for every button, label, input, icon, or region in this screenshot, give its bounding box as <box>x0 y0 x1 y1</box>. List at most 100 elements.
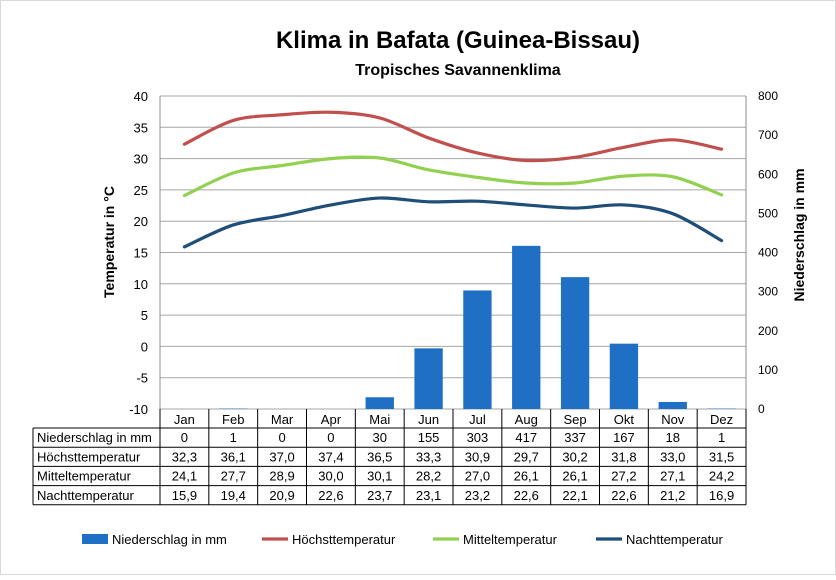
bar-mai <box>366 397 394 409</box>
y-left-tick-label: 5 <box>141 308 148 323</box>
table-cell: 31,5 <box>709 449 734 464</box>
table-cell: 30,2 <box>562 449 587 464</box>
y-left-tick-label: 35 <box>134 120 148 135</box>
x-category-label: Mar <box>271 412 294 427</box>
legend-label: Mitteltemperatur <box>463 532 558 547</box>
table-cell: 417 <box>515 430 537 445</box>
table-cell: 337 <box>564 430 586 445</box>
y-right-tick-label: 400 <box>758 246 778 260</box>
table-series-name: Höchsttemperatur <box>37 449 141 464</box>
legend-label: Niederschlag in mm <box>112 532 227 547</box>
table-cell: 30 <box>373 430 387 445</box>
table-cell: 167 <box>613 430 635 445</box>
y-axis-left-title: Temperatur in °C <box>101 186 117 298</box>
y-right-tick-label: 300 <box>758 285 778 299</box>
table-cell: 19,4 <box>221 488 246 503</box>
bar-jun <box>414 348 442 409</box>
y-left-tick-label: 20 <box>134 214 148 229</box>
y-right-tick-label: 500 <box>758 206 778 220</box>
table-cell: 0 <box>327 430 334 445</box>
table-cell: 18 <box>666 430 680 445</box>
table-cell: 37,4 <box>318 449 343 464</box>
table-cell: 0 <box>278 430 285 445</box>
table-cell: 21,2 <box>660 488 685 503</box>
x-category-label: Feb <box>222 412 244 427</box>
y-right-tick-label: 0 <box>758 402 765 416</box>
x-category-label: Aug <box>515 412 538 427</box>
table-series-name: Nachttemperatur <box>37 488 134 503</box>
table-cell: 36,1 <box>221 449 246 464</box>
table-cell: 27,0 <box>465 469 490 484</box>
table-cell: 22,1 <box>562 488 587 503</box>
x-category-label: Jan <box>174 412 195 427</box>
y-left-tick-label: -10 <box>129 402 148 417</box>
bar-sep <box>561 277 589 409</box>
table-cell: 24,2 <box>709 469 734 484</box>
table-cell: 31,8 <box>611 449 636 464</box>
bar-nov <box>659 402 687 409</box>
table-series-name: Niederschlag in mm <box>37 430 152 445</box>
x-category-label: Apr <box>321 412 342 427</box>
y-right-tick-label: 700 <box>758 128 778 142</box>
y-left-tick-label: 0 <box>141 339 148 354</box>
table-cell: 30,9 <box>465 449 490 464</box>
table-cell: 29,7 <box>514 449 539 464</box>
table-cell: 30,0 <box>318 469 343 484</box>
table-cell: 23,7 <box>367 488 392 503</box>
table-cell: 1 <box>230 430 237 445</box>
table-cell: 23,2 <box>465 488 490 503</box>
y-left-tick-label: 10 <box>134 277 148 292</box>
y-right-tick-label: 100 <box>758 363 778 377</box>
table-cell: 22,6 <box>318 488 343 503</box>
table-cell: 26,1 <box>514 469 539 484</box>
table-series-name: Mitteltemperatur <box>37 469 132 484</box>
table-cell: 16,9 <box>709 488 734 503</box>
table-cell: 27,7 <box>221 469 246 484</box>
table-cell: 27,2 <box>611 469 636 484</box>
y-left-tick-label: 25 <box>134 183 148 198</box>
chart-subtitle: Tropisches Savannenklima <box>355 62 561 79</box>
table-cell: 33,0 <box>660 449 685 464</box>
x-category-label: Mai <box>369 412 390 427</box>
x-category-label: Jul <box>469 412 486 427</box>
table-cell: 155 <box>418 430 440 445</box>
table-cell: 303 <box>467 430 489 445</box>
y-left-tick-label: 40 <box>134 89 148 104</box>
table-cell: 36,5 <box>367 449 392 464</box>
table-cell: 23,1 <box>416 488 441 503</box>
bar-okt <box>610 344 638 409</box>
y-right-tick-label: 600 <box>758 167 778 181</box>
table-cell: 27,1 <box>660 469 685 484</box>
table-cell: 22,6 <box>514 488 539 503</box>
table-cell: 15,9 <box>172 488 197 503</box>
table-cell: 1 <box>718 430 725 445</box>
y-left-tick-label: 15 <box>134 246 148 261</box>
x-category-label: Nov <box>661 412 685 427</box>
table-cell: 26,1 <box>562 469 587 484</box>
legend-swatch <box>82 534 108 544</box>
table-cell: 33,3 <box>416 449 441 464</box>
table-cell: 20,9 <box>269 488 294 503</box>
legend-label: Nachttemperatur <box>626 532 723 547</box>
x-category-label: Sep <box>564 412 587 427</box>
y-left-tick-label: -5 <box>136 371 148 386</box>
table-cell: 30,1 <box>367 469 392 484</box>
y-left-tick-label: 30 <box>134 152 148 167</box>
table-cell: 22,6 <box>611 488 636 503</box>
table-cell: 28,9 <box>269 469 294 484</box>
table-cell: 32,3 <box>172 449 197 464</box>
legend-label: Höchsttemperatur <box>292 532 396 547</box>
bar-jul <box>463 290 491 409</box>
x-category-label: Dez <box>710 412 733 427</box>
table-cell: 0 <box>181 430 188 445</box>
table-cell: 37,0 <box>269 449 294 464</box>
table-cell: 28,2 <box>416 469 441 484</box>
chart-title: Klima in Bafata (Guinea-Bissau) <box>276 27 640 54</box>
x-category-label: Okt <box>614 412 635 427</box>
y-axis-right-title: Niederschlag in mm <box>791 168 807 301</box>
table-cell: 24,1 <box>172 469 197 484</box>
y-right-tick-label: 200 <box>758 324 778 338</box>
